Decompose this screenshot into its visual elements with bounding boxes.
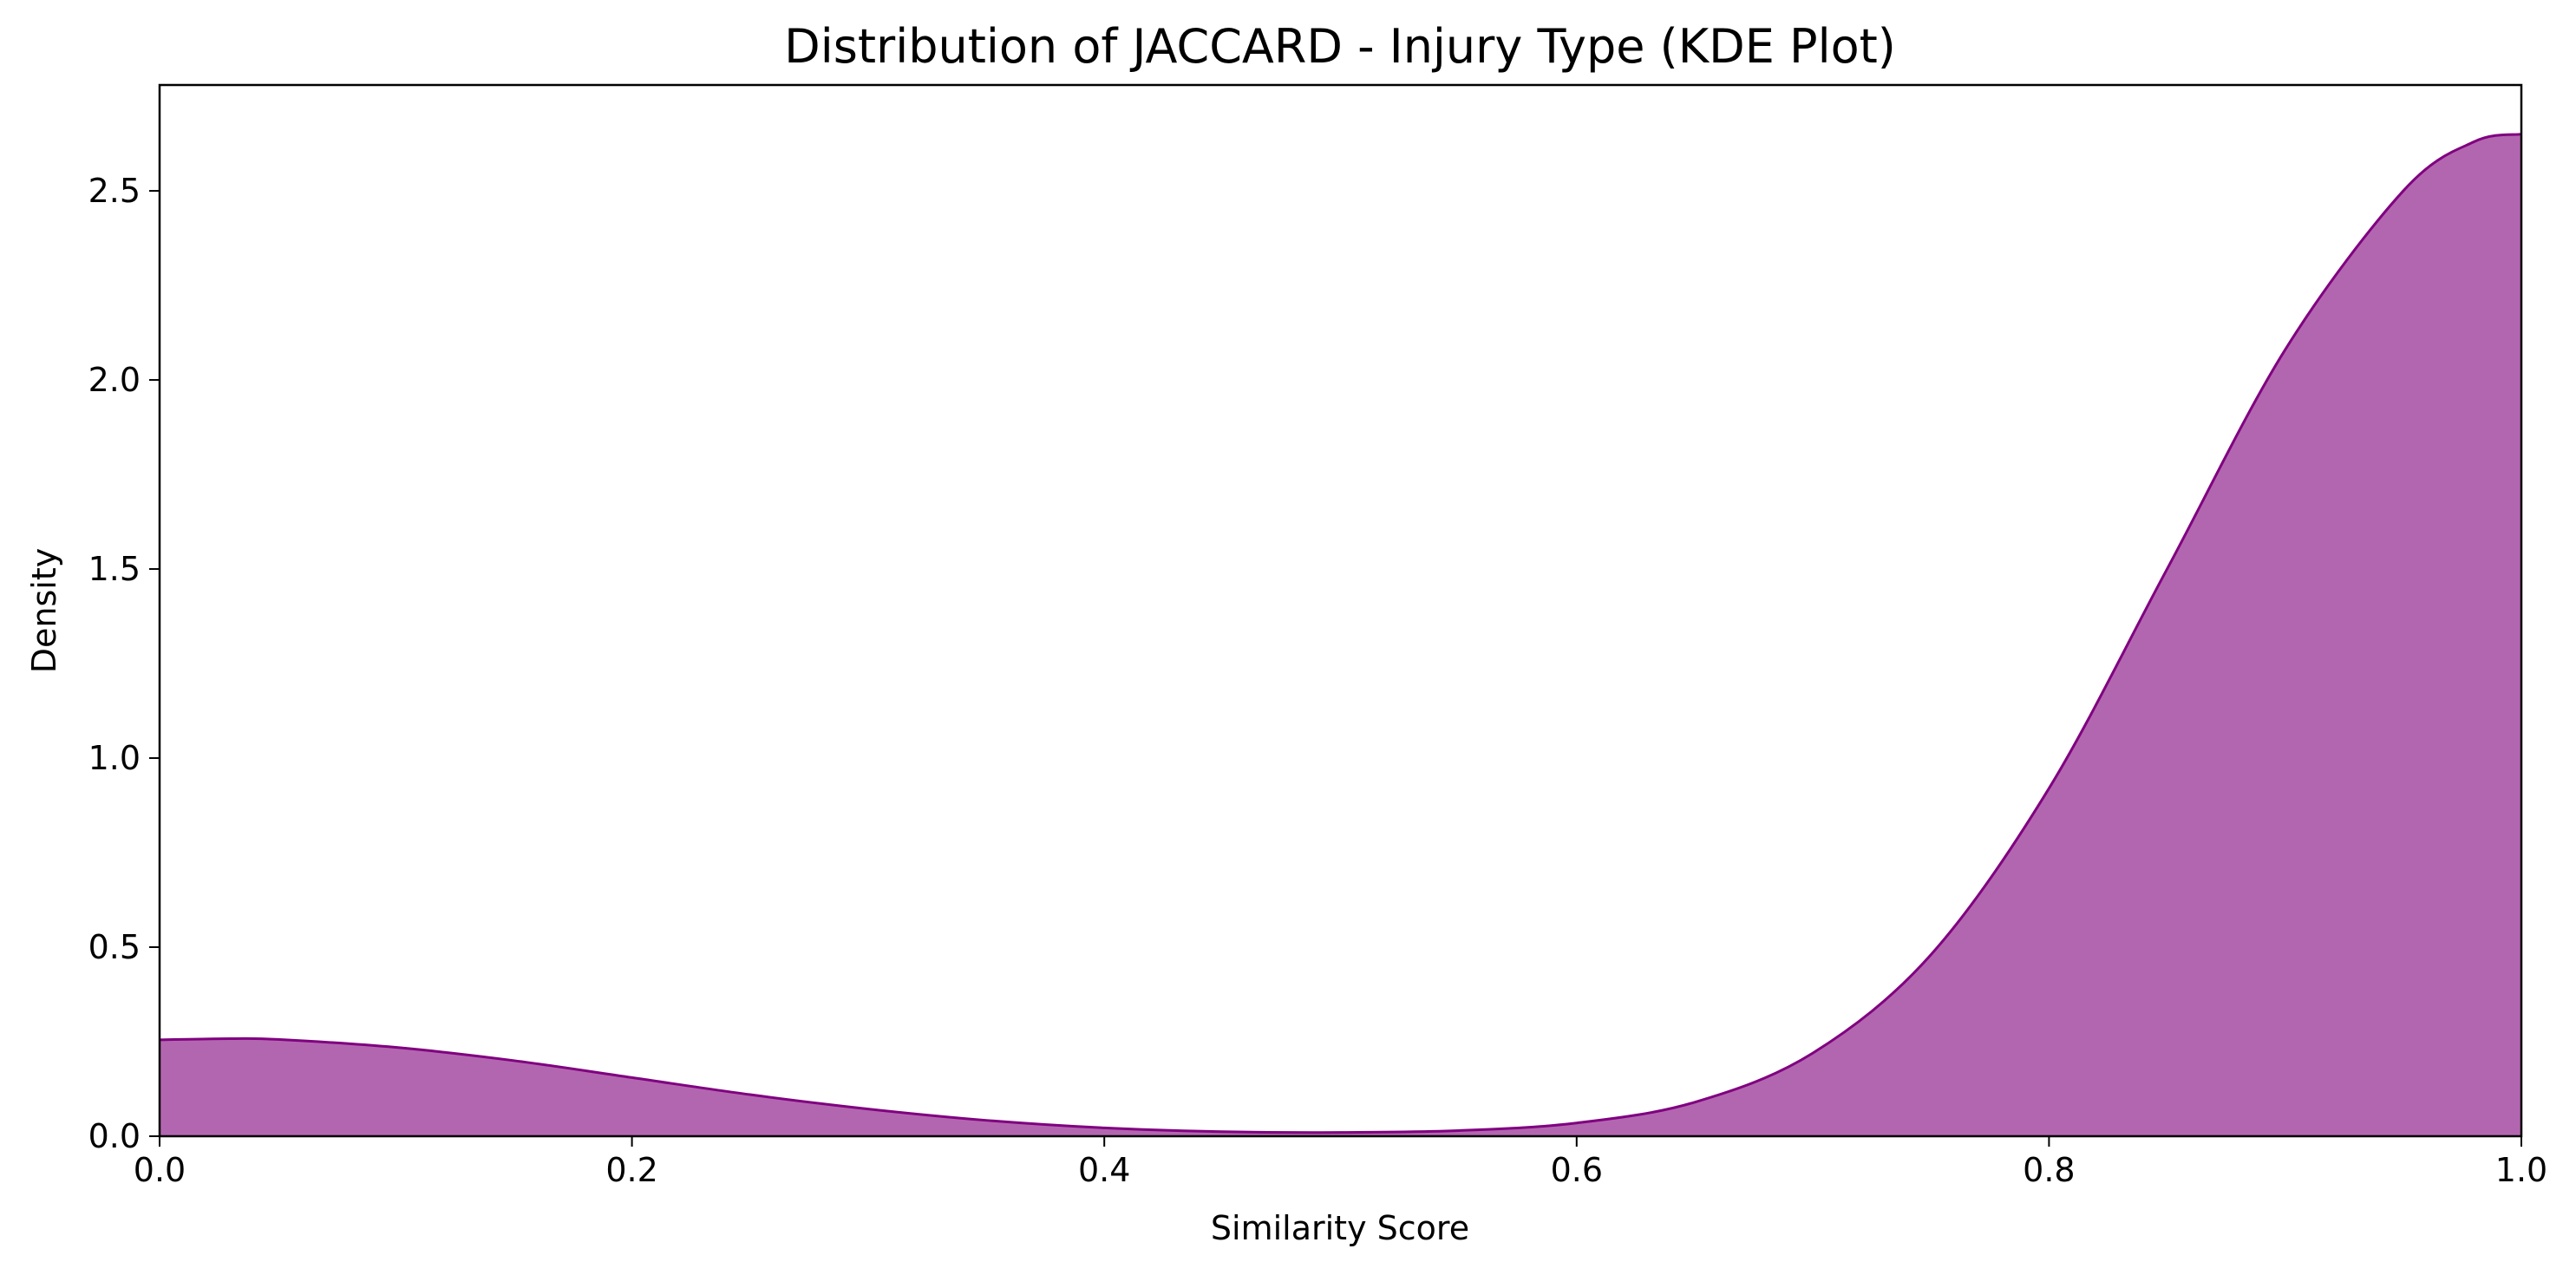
y-axis: 0.0 0.5 1.0 1.5 2.0 2.5 xyxy=(88,172,160,1155)
y-tick-label: 0.0 xyxy=(88,1117,141,1155)
x-tick-label: 0.4 xyxy=(1078,1151,1130,1189)
x-tick-label: 0.2 xyxy=(605,1151,657,1189)
plot-frame xyxy=(158,83,2523,1138)
x-tick-label: 0.0 xyxy=(134,1151,186,1189)
x-tick-label: 0.8 xyxy=(2023,1151,2075,1189)
y-tick-label: 1.5 xyxy=(88,550,141,588)
kde-line xyxy=(159,133,2522,1134)
y-tick-label: 1.0 xyxy=(88,739,141,777)
series-layer xyxy=(159,133,2522,1137)
x-tick-label: 1.0 xyxy=(2495,1151,2547,1189)
y-axis-label: Density xyxy=(25,548,63,673)
x-axis-label: Similarity Score xyxy=(1211,1209,1469,1247)
chart-title: Distribution of JACCARD - Injury Type (K… xyxy=(784,19,1896,74)
y-tick-label: 0.5 xyxy=(88,928,141,966)
kde-area-fill xyxy=(160,134,2521,1137)
y-tick-label: 2.0 xyxy=(88,361,141,399)
y-tick-label: 2.5 xyxy=(88,172,141,210)
x-tick-label: 0.6 xyxy=(1551,1151,1603,1189)
x-axis: 0.0 0.2 0.4 0.6 0.8 1.0 xyxy=(134,1136,2547,1189)
